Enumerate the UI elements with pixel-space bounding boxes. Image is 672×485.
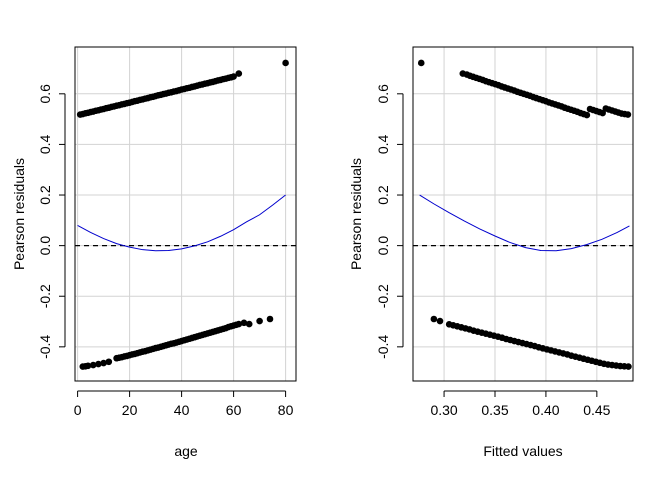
data-point [89, 361, 97, 369]
grid-lines [75, 47, 296, 381]
data-point [282, 59, 289, 67]
x-tick-label: 0.40 [532, 402, 559, 418]
right-panel: 0.30 0.35 0.40 0.45 -0.4 -0.2 0.0 0.2 0.4 0.6 Fi… [348, 46, 634, 459]
smooth-curve [419, 194, 630, 252]
smooth-curve [77, 194, 286, 252]
x-tick-label: 0.30 [430, 402, 457, 418]
y-tick-label: -0.4 [37, 335, 53, 359]
y-tick-label: 0.4 [37, 134, 53, 154]
data-point [230, 73, 237, 80]
x-axis-label: age [174, 443, 198, 459]
x-tick-label: 0.45 [583, 402, 610, 418]
residual-points [76, 59, 289, 370]
smooth-curve-group [419, 194, 630, 252]
y-axis: -0.4 -0.2 0.0 0.2 0.4 0.6 [375, 84, 404, 359]
data-point [245, 320, 253, 328]
grid-lines [413, 47, 633, 381]
data-point [235, 320, 243, 328]
left-panel: 0 20 40 60 80 -0.4 -0.2 0.0 0.2 0.4 0.6 age Pears… [11, 46, 297, 459]
data-point [436, 317, 444, 325]
y-tick-label: -0.4 [375, 335, 391, 359]
data-point [84, 362, 92, 370]
data-point [256, 317, 263, 325]
x-tick-label: 0.35 [481, 402, 508, 418]
x-axis: 0 20 40 60 80 [74, 390, 294, 418]
data-point [100, 359, 107, 367]
x-tick-label: 40 [174, 402, 190, 418]
y-tick-label: -0.2 [37, 284, 53, 308]
data-point [417, 59, 425, 67]
x-tick-label: 60 [226, 402, 242, 418]
plot-frame [412, 46, 634, 382]
smooth-curve-group [77, 194, 286, 252]
data-point [240, 319, 248, 327]
data-point [105, 358, 113, 366]
y-axis-label: Pearson residuals [348, 158, 364, 270]
y-axis: -0.4 -0.2 0.0 0.2 0.4 0.6 [37, 84, 66, 359]
y-axis-label: Pearson residuals [11, 158, 27, 270]
y-tick-label: -0.2 [375, 284, 391, 308]
data-point [624, 111, 632, 118]
y-tick-label: 0.0 [375, 236, 391, 256]
x-tick-label: 0 [74, 402, 82, 418]
y-tick-label: 0.0 [37, 236, 53, 256]
data-point [625, 363, 632, 370]
y-tick-label: 0.6 [375, 84, 391, 104]
data-point [235, 70, 243, 77]
x-axis-label: Fitted values [483, 443, 562, 459]
residual-points [417, 59, 632, 370]
x-tick-label: 80 [278, 402, 294, 418]
x-axis: 0.30 0.35 0.40 0.45 [430, 390, 611, 418]
plot-frame [74, 46, 297, 382]
y-tick-label: 0.2 [375, 185, 391, 205]
data-point [95, 360, 102, 368]
y-tick-label: 0.2 [37, 185, 53, 205]
y-tick-label: 0.6 [37, 84, 53, 104]
y-tick-label: 0.4 [375, 134, 391, 154]
data-point [583, 111, 591, 119]
data-point [430, 315, 438, 323]
x-tick-label: 20 [122, 402, 138, 418]
data-point [266, 315, 274, 323]
